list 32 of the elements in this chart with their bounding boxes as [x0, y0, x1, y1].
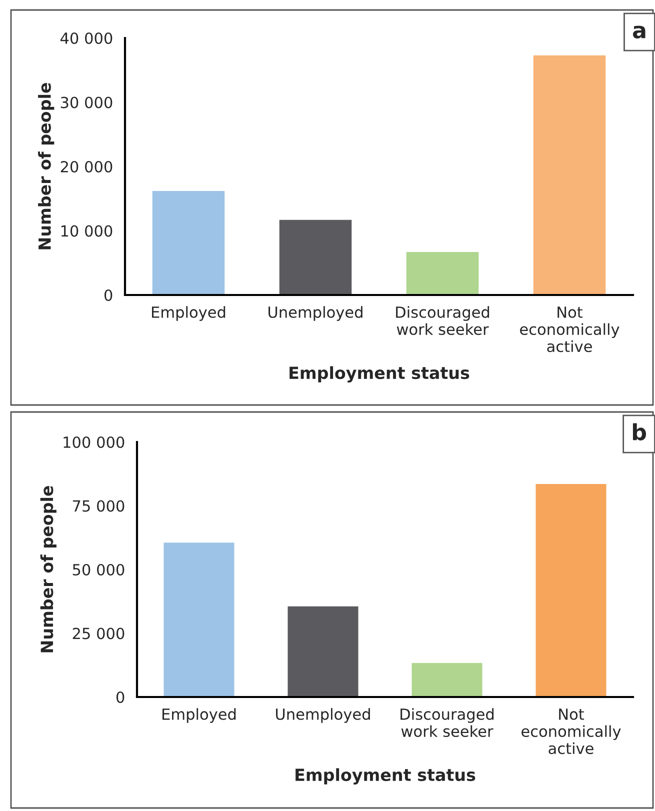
y-tick-label: 100 000 — [64, 436, 124, 448]
y-tick-label: 50 000 — [72, 564, 124, 576]
x-axis-title: Employment status — [290, 366, 470, 382]
x-tick-label: Not economically active — [522, 708, 621, 754]
bar — [410, 662, 484, 697]
bar — [534, 482, 608, 697]
x-tick-label: Unemployed — [276, 708, 370, 723]
y-tick-label: 0 — [104, 289, 112, 302]
y-axis-title: Number of people — [40, 486, 56, 652]
x-tick-label: Unemployed — [268, 306, 362, 321]
x-tick-label: Employed — [162, 708, 236, 723]
bar — [286, 605, 360, 697]
x-tick-label: Not economically active — [520, 306, 620, 352]
y-tick-label: 75 000 — [72, 500, 124, 512]
bar — [162, 541, 236, 697]
y-tick-label: 40 000 — [60, 32, 112, 44]
x-tick-label: Discouraged work seeker — [400, 708, 494, 738]
x-tick-label: Employed — [152, 306, 226, 321]
bar — [150, 190, 226, 295]
y-tick-label: 20 000 — [60, 160, 112, 173]
y-tick-label: 0 — [116, 691, 124, 704]
y-tick-label: 30 000 — [60, 96, 112, 108]
bar — [278, 218, 354, 295]
bar — [404, 250, 480, 295]
y-tick-label: 25 000 — [72, 628, 124, 640]
x-tick-label: Discouraged work seeker — [396, 306, 490, 336]
text: b — [632, 423, 646, 440]
annotation: a — [632, 26, 646, 38]
x-axis-title: Employment status — [296, 768, 476, 784]
y-axis-title: Number of people — [38, 83, 54, 250]
y-tick-label: 10 000 — [61, 225, 112, 237]
bar — [532, 54, 608, 295]
